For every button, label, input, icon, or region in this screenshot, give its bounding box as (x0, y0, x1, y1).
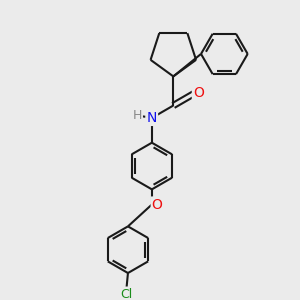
Text: O: O (152, 197, 163, 212)
Text: Cl: Cl (120, 287, 133, 300)
Text: H: H (133, 109, 142, 122)
Text: N: N (147, 111, 157, 125)
Text: O: O (193, 85, 204, 100)
